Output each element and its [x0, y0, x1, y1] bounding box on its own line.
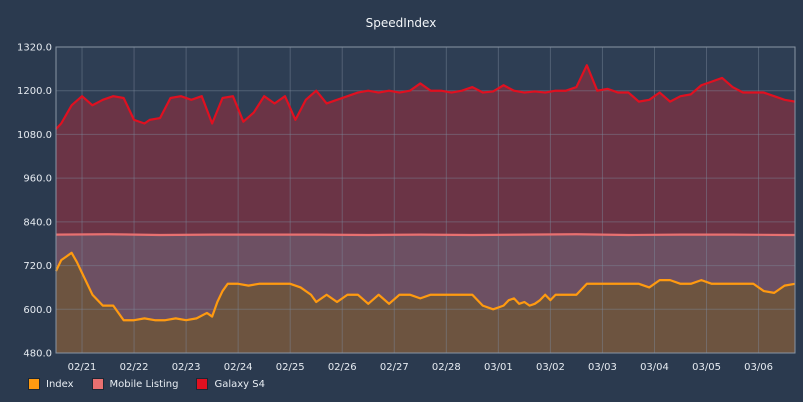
- x-tick-label: 02/23: [172, 362, 201, 373]
- legend-item[interactable]: Mobile Listing: [91, 378, 179, 390]
- legend-item[interactable]: Index: [28, 378, 74, 390]
- x-tick-label: 03/06: [744, 362, 773, 373]
- y-tick-label: 1080.0: [17, 130, 52, 141]
- x-tick-label: 03/05: [692, 362, 721, 373]
- line-index: [55, 251, 796, 322]
- x-tick-label: 02/25: [276, 362, 305, 373]
- x-tick-label: 03/04: [640, 362, 669, 373]
- y-tick-label: 1200.0: [17, 86, 52, 97]
- x-tick-label: 03/03: [588, 362, 617, 373]
- y-tick-label: 480.0: [23, 349, 52, 360]
- legend-label: Galaxy S4: [214, 378, 265, 390]
- y-tick-label: 720.0: [23, 261, 52, 272]
- line-mobile-listing: [55, 233, 795, 237]
- y-tick-label: 1320.0: [17, 43, 52, 54]
- y-tick-label: 960.0: [23, 174, 52, 185]
- y-tick-label: 600.0: [23, 305, 52, 316]
- chart-legend: Index Mobile Listing Galaxy S4: [28, 378, 283, 390]
- x-tick-label: 03/01: [484, 362, 513, 373]
- x-tick-label: 02/21: [68, 362, 97, 373]
- x-tick-label: 03/02: [536, 362, 565, 373]
- legend-swatch: [28, 378, 40, 390]
- x-tick-label: 02/24: [224, 362, 253, 373]
- x-tick-label: 02/22: [120, 362, 149, 373]
- chart-title: SpeedIndex: [366, 16, 437, 30]
- area-index: [56, 252, 795, 353]
- line-galaxy-s4: [55, 64, 796, 130]
- legend-swatch: [196, 378, 209, 390]
- y-tick-label: 840.0: [23, 217, 52, 228]
- x-tick-label: 02/28: [432, 362, 461, 373]
- x-tick-label: 02/26: [328, 362, 357, 373]
- legend-label: Index: [46, 378, 74, 390]
- legend-label: Mobile Listing: [109, 378, 179, 390]
- legend-item[interactable]: Galaxy S4: [196, 378, 265, 390]
- legend-swatch: [91, 378, 104, 390]
- x-tick-label: 02/27: [380, 362, 409, 373]
- plot-border: [55, 46, 796, 354]
- plot-area: 480.0 600.0 720.0 840.0 960.0 1080.0 1200.0 132…: [17, 43, 796, 373]
